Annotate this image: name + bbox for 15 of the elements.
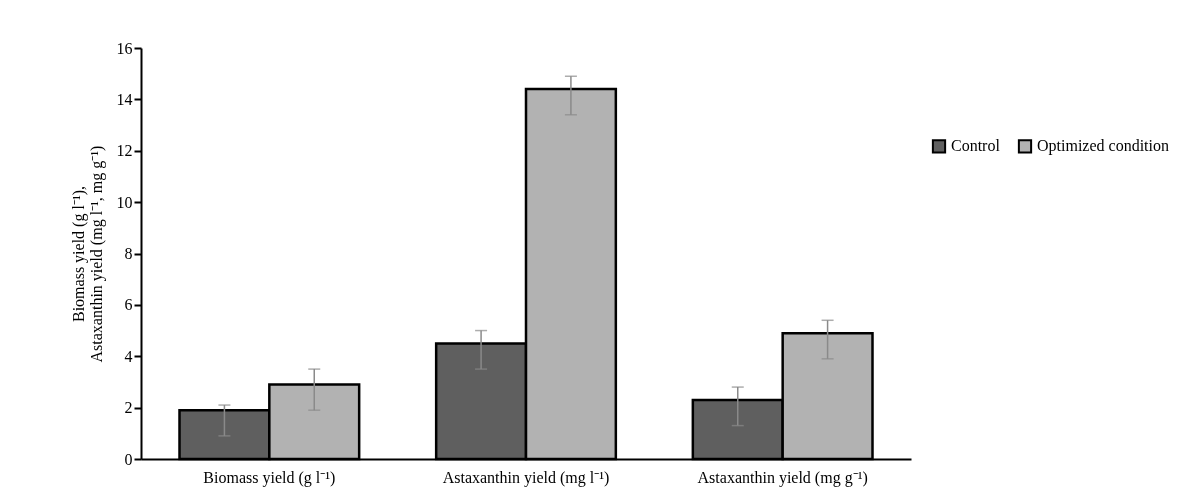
y-tick-label: 14 — [116, 90, 133, 108]
y-tick-label: 16 — [116, 39, 133, 57]
y-tick-label: 8 — [124, 245, 133, 262]
x-tick-label: Astaxanthin yield (mg l⁻¹) — [442, 468, 610, 487]
x-tick-label: Astaxanthin yield (mg g⁻¹) — [697, 468, 868, 487]
y-tick-label: 2 — [124, 399, 133, 417]
y-tick-label: 6 — [124, 296, 133, 314]
legend-label: Control — [951, 137, 1001, 155]
y-axis-title: Biomass yield (g l⁻¹), Astaxanthin yield (mg l⁻¹, mg g⁻¹) — [69, 145, 106, 363]
y-tick-label: 0 — [124, 450, 133, 468]
y-tick-label: 4 — [124, 347, 133, 365]
legend-label: Optimized condition — [1037, 137, 1169, 156]
x-tick-label: Biomass yield (g l⁻¹) — [203, 468, 336, 487]
y-tick-label: 12 — [116, 142, 133, 160]
y-tick-label: 10 — [116, 193, 133, 211]
